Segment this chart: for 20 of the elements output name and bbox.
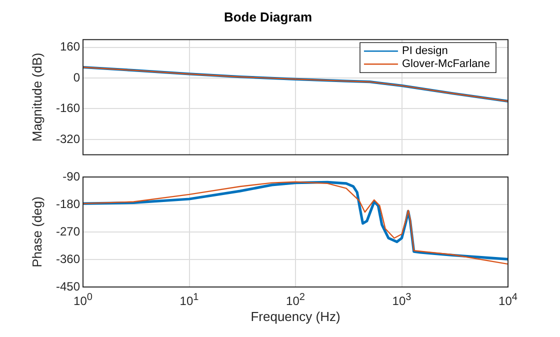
y-tick-label: -360 xyxy=(56,252,80,266)
y-tick-label: -90 xyxy=(62,169,80,184)
chart-title: Bode Diagram xyxy=(224,9,312,24)
y-axis-title: Magnitude (dB) xyxy=(29,52,44,142)
x-tick-label: 10$^{2}$ xyxy=(286,291,305,308)
legend-label: PI design xyxy=(402,45,448,58)
x-axis-title: Frequency (Hz) xyxy=(250,308,340,324)
legend-label: Glover-McFarlane xyxy=(402,58,490,70)
y-axis-title: Phase (deg) xyxy=(29,196,44,268)
y-tick-label: -320 xyxy=(56,132,80,146)
y-tick-label: -270 xyxy=(56,224,80,238)
x-tick-label: 10$^{0}$ xyxy=(74,292,92,308)
y-tick-label: 0 xyxy=(73,70,80,84)
y-tick-label: 160 xyxy=(60,40,80,54)
x-tick-label: 10$^{4}$ xyxy=(498,291,518,308)
y-tick-label: -180 xyxy=(56,196,80,211)
y-tick-label: -160 xyxy=(56,101,80,116)
x-tick-label: 10$^{1}$ xyxy=(180,291,199,308)
x-tick-label: 10$^{3}$ xyxy=(392,291,412,308)
y-tick-label: -450 xyxy=(56,279,80,294)
